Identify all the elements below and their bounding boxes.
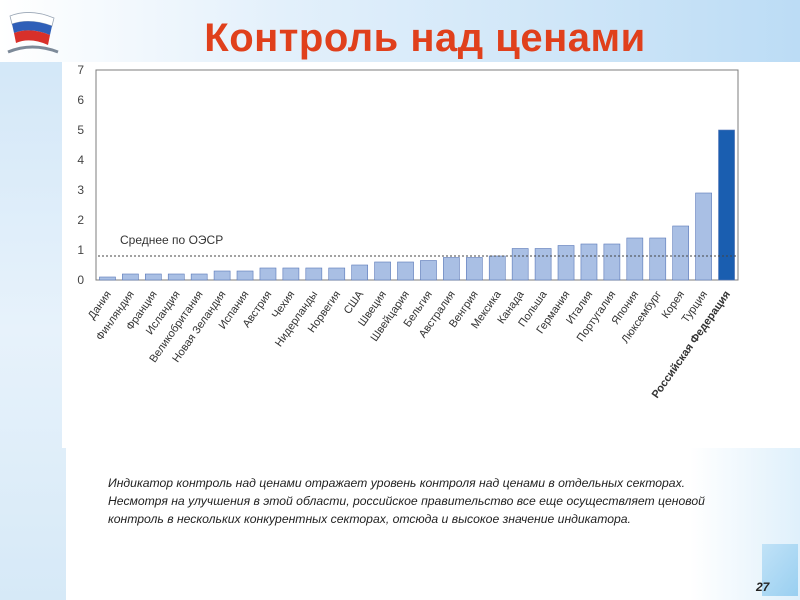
bar xyxy=(443,257,460,281)
bar xyxy=(99,276,116,281)
bar xyxy=(259,267,277,281)
bar xyxy=(511,248,529,281)
left-decor-band xyxy=(0,0,66,600)
caption-line-3: контроль в нескольких конкурентных секто… xyxy=(108,512,631,526)
logo-flag-icon xyxy=(7,12,59,54)
corner-decor xyxy=(762,544,798,596)
caption-text: Индикатор контроль над ценами отражает у… xyxy=(108,474,748,528)
bar xyxy=(603,243,621,281)
bar xyxy=(305,267,323,281)
bar xyxy=(718,129,735,281)
bar xyxy=(190,273,208,281)
bar xyxy=(167,273,185,281)
bar xyxy=(328,267,346,281)
bar xyxy=(695,192,712,281)
chart-panel: 0 1 2 3 4 5 6 7 Дания Финляндия Франция Исландия Вел… xyxy=(62,62,752,448)
bar xyxy=(580,243,598,281)
y-tick-label: 2 xyxy=(77,213,84,227)
header-band xyxy=(0,0,800,62)
y-tick-label: 0 xyxy=(77,273,84,287)
bar xyxy=(488,255,506,281)
bar xyxy=(557,245,575,281)
bar xyxy=(213,270,231,281)
bar xyxy=(672,225,690,281)
bar xyxy=(144,273,162,281)
bar xyxy=(626,237,644,281)
bar xyxy=(122,273,139,281)
y-tick-label: 3 xyxy=(77,183,84,197)
oecd-average-label: Среднее по ОЭСР xyxy=(120,233,223,247)
caption-line-1: Индикатор контроль над ценами отражает у… xyxy=(108,476,686,490)
y-tick-label: 5 xyxy=(77,123,84,137)
slide-title: Контроль над ценами xyxy=(204,16,646,60)
bar xyxy=(420,260,437,281)
page-number: 27 xyxy=(756,580,770,594)
caption-panel xyxy=(66,448,800,600)
bar xyxy=(534,248,552,281)
bar xyxy=(397,261,414,281)
bar xyxy=(282,267,300,281)
bar xyxy=(649,237,667,281)
y-tick-label: 4 xyxy=(77,153,84,167)
y-tick-label: 7 xyxy=(77,63,84,77)
bar xyxy=(465,257,483,281)
bar xyxy=(351,264,369,281)
y-tick-label: 6 xyxy=(77,93,84,107)
bar xyxy=(236,270,254,281)
caption-line-2: Несмотря на улучшения в этой области, ро… xyxy=(108,494,705,508)
bar xyxy=(374,261,391,281)
y-tick-label: 1 xyxy=(77,243,84,257)
price-control-bar-chart: 01234567ДанияФинляндияФранцияИсландияВел… xyxy=(77,63,739,401)
